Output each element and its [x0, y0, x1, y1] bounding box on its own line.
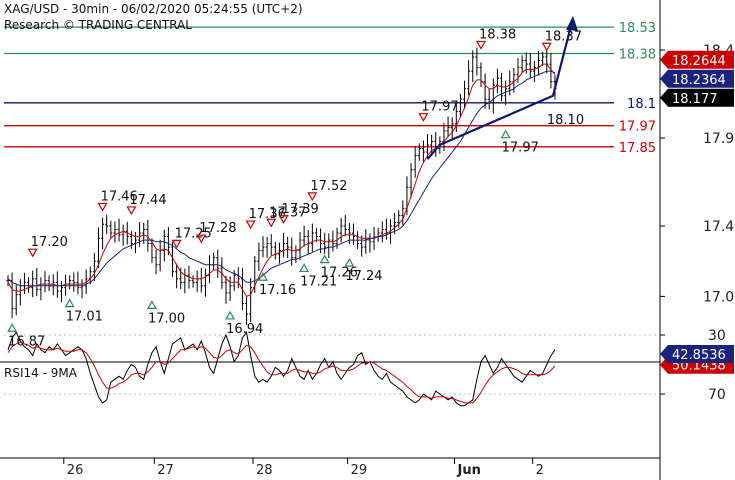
- low-marker: [500, 129, 511, 139]
- high-label: 17.52: [310, 179, 347, 194]
- rsi-tag-text: 42.8536: [672, 348, 726, 363]
- high-marker: [307, 192, 318, 202]
- low-label: 17.00: [148, 311, 185, 326]
- high-marker: [27, 248, 38, 258]
- x-tick-label: 27: [157, 463, 174, 478]
- low-marker: [146, 300, 157, 309]
- ma-slow-tag-text: 18.2364: [672, 73, 726, 88]
- low-marker: [319, 254, 330, 264]
- high-label: 18.37: [545, 29, 582, 44]
- high-label: 18.38: [479, 28, 516, 43]
- high-label: 17.39: [282, 202, 319, 217]
- ma-fast-tag: [660, 50, 734, 69]
- last-price-tag-text: 18.177: [672, 92, 718, 107]
- chart-title: XAG/USD - 30min - 06/02/2020 05:24:55 (U…: [4, 2, 303, 16]
- rsi-tick-label: 70: [708, 387, 726, 403]
- high-marker: [196, 234, 207, 244]
- low-label: 17.24: [345, 269, 382, 284]
- high-label: 17.20: [31, 235, 68, 250]
- rsi-label: RSI14 - 9MA: [4, 366, 77, 380]
- high-marker: [278, 215, 289, 224]
- low-label: 16.87: [8, 334, 45, 349]
- level-label-resistance-2: 18.53: [619, 21, 656, 36]
- last-price-tag: [660, 88, 734, 107]
- high-label: 17.36: [249, 207, 286, 222]
- price-tick-label: 17.9: [703, 131, 734, 147]
- low-label: 17.21: [300, 274, 337, 289]
- low-label: 17.16: [259, 283, 296, 298]
- level-label-pivot: 18.1: [627, 97, 656, 112]
- low-label: 17.01: [66, 310, 103, 325]
- rsi-tick-label: 30: [708, 328, 726, 344]
- level-label-resistance-1: 18.38: [619, 48, 656, 63]
- high-label: 17.46: [101, 189, 138, 204]
- price-tick-label: 17.4: [703, 219, 734, 235]
- high-marker: [475, 40, 487, 50]
- high-label: 17.37: [269, 205, 306, 220]
- low-marker: [64, 298, 75, 308]
- low-label: 16.94: [226, 322, 263, 337]
- level-label-support-2: 17.85: [619, 141, 656, 156]
- rsi-ma-line: [7, 341, 556, 404]
- high-label: 17.25: [175, 226, 212, 241]
- rsi-line: [7, 330, 556, 407]
- price-tick-label: 17.0: [703, 289, 734, 305]
- low-label: 17.97: [502, 141, 539, 156]
- high-marker: [171, 239, 182, 249]
- high-marker: [245, 220, 256, 230]
- low-marker: [7, 323, 18, 332]
- x-tick-label: 28: [256, 463, 273, 478]
- low-marker: [299, 263, 310, 273]
- projection-arrow-head: [566, 15, 578, 31]
- projection-arrow: [426, 21, 574, 160]
- high-label: 17.97: [421, 100, 458, 115]
- x-tick-label: Jun: [457, 463, 481, 478]
- chart-subtitle: Research © TRADING CENTRAL: [4, 18, 192, 32]
- high-label: 17.44: [129, 193, 166, 208]
- low-marker: [257, 272, 269, 281]
- high-marker: [266, 218, 277, 228]
- x-tick-label: 2: [536, 463, 544, 478]
- high-marker: [418, 113, 429, 122]
- x-tick-label: 29: [351, 463, 368, 478]
- note-label: 18.10: [547, 113, 584, 128]
- ma-fast-tag-text: 18.2644: [672, 54, 726, 69]
- high-marker: [97, 202, 108, 212]
- rsi-tag: [660, 344, 734, 363]
- high-marker: [126, 206, 137, 216]
- high-marker: [541, 42, 552, 52]
- low-marker: [225, 310, 236, 320]
- x-tick-label: 26: [67, 463, 84, 478]
- ma-slow-tag: [660, 69, 734, 88]
- level-label-support-1: 17.97: [619, 120, 656, 135]
- low-marker: [344, 257, 355, 267]
- ma-fast-line: [7, 63, 556, 298]
- low-label: 17.26: [321, 266, 358, 281]
- high-label: 17.28: [199, 221, 236, 236]
